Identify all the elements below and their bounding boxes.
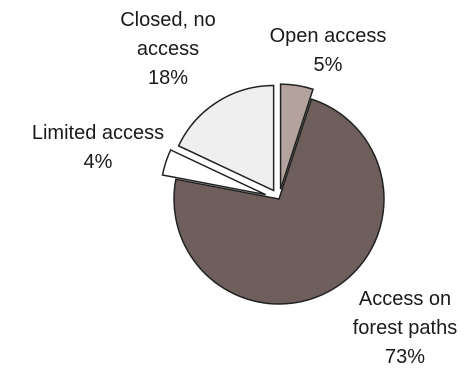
slice-label-line: Open access bbox=[270, 25, 387, 47]
pie-labels: Open access 5% Access on forest paths 73% Lim… bbox=[32, 9, 457, 368]
slice-label-line: forest paths bbox=[353, 317, 458, 339]
slice-percent-label: 73% bbox=[385, 346, 425, 368]
slice-percent-label: 4% bbox=[84, 151, 113, 173]
slice-label: Closed, no access 18% bbox=[120, 9, 216, 89]
pie-slice bbox=[177, 84, 275, 192]
slice-label: Limited access 4% bbox=[32, 122, 164, 173]
pie-slice bbox=[173, 98, 385, 305]
slice-label: Open access 5% bbox=[270, 25, 387, 76]
slice-label: Access on forest paths 73% bbox=[353, 288, 458, 368]
pie-slice bbox=[279, 83, 314, 190]
slice-percent-label: 5% bbox=[314, 54, 343, 76]
pie-slices bbox=[161, 83, 385, 305]
slice-label-line: access bbox=[137, 38, 199, 60]
pie-slice bbox=[161, 148, 267, 196]
slice-label-line: Limited access bbox=[32, 122, 164, 144]
slice-label-line: Access on bbox=[359, 288, 451, 310]
slice-percent-label: 18% bbox=[148, 67, 188, 89]
slice-label-line: Closed, no bbox=[120, 9, 216, 31]
